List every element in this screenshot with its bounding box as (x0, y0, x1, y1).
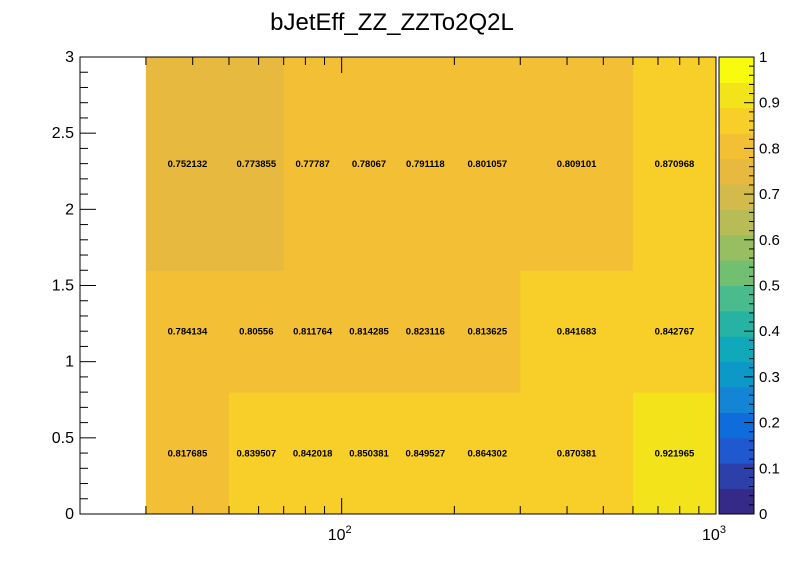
colorbar-tick-label: 0.8 (759, 140, 780, 157)
colorbar-segment (719, 209, 754, 236)
colorbar-tick-label: 1 (759, 49, 767, 66)
colorbar-segment (719, 310, 754, 337)
y-tick-label: 3 (65, 49, 74, 66)
y-tick-label: 2.5 (52, 125, 74, 142)
cell-value-label: 0.773855 (237, 159, 277, 170)
colorbar-segment (719, 488, 754, 515)
cell-value-label: 0.813625 (467, 327, 507, 338)
cell-value-label: 0.839507 (237, 449, 277, 460)
colorbar-segment (719, 412, 754, 439)
heatmap-cells (145, 57, 717, 515)
colorbar: 0 0.1 0.2 0.3 0.4 0.5 0.6 0.7 0.8 0.9 1 (718, 49, 780, 523)
heatmap-cell (396, 392, 455, 515)
heatmap-cell (632, 270, 717, 393)
colorbar-tick-label: 0.7 (759, 186, 780, 203)
heatmap-cell (228, 392, 285, 515)
colorbar-segment (719, 361, 754, 388)
cell-value-label: 0.811764 (293, 327, 333, 338)
colorbar-segment (719, 82, 754, 109)
y-tick-label: 0.5 (52, 430, 74, 447)
cell-value-label: 0.801057 (467, 159, 507, 170)
heatmap-cell (520, 57, 634, 271)
heatmap-cell (228, 270, 285, 393)
axis-ticks (79, 56, 717, 515)
y-tick-label: 1.5 (52, 278, 74, 295)
colorbar-tick-label: 0.9 (759, 95, 780, 112)
cell-value-label: 0.784134 (168, 327, 208, 338)
heatmap-cell (228, 57, 285, 271)
colorbar-tick-label: 0 (759, 506, 767, 523)
cell-value-label: 0.849527 (406, 449, 446, 460)
colorbar-segment (719, 158, 754, 185)
heatmap-cell (632, 57, 717, 271)
cell-value-label: 0.78067 (352, 159, 386, 170)
heatmap-cell (283, 57, 343, 271)
colorbar-segment (719, 183, 754, 210)
heatmap-cell (341, 57, 397, 271)
heatmap-cell (520, 392, 634, 515)
colorbar-segment (719, 437, 754, 464)
colorbar-segment (719, 387, 754, 413)
cell-value-label: 0.842018 (293, 449, 333, 460)
cell-value-label: 0.841683 (557, 327, 597, 338)
colorbar-tick-label: 0.6 (759, 232, 780, 249)
cell-value-label: 0.814285 (349, 327, 389, 338)
cell-value-label: 0.77787 (295, 159, 329, 170)
colorbar-segment (719, 57, 754, 83)
cell-value-label: 0.870968 (655, 159, 695, 170)
heatmap-cell (396, 270, 455, 393)
heatmap-cell (145, 270, 230, 393)
colorbar-tick-label: 0.5 (759, 278, 780, 295)
chart-title: bJetEff_ZZ_ZZTo2Q2L (270, 9, 514, 36)
x-tick-label: 102 (328, 524, 352, 544)
heatmap-cell (632, 392, 717, 515)
heatmap-cell (454, 57, 521, 271)
cell-value-label: 0.850381 (349, 449, 389, 460)
colorbar-segment (719, 234, 754, 261)
cell-value-label: 0.809101 (557, 159, 597, 170)
heatmap-cell (454, 270, 521, 393)
cell-value-label: 0.870381 (557, 449, 597, 460)
y-axis-tick-labels: 0 0.5 1 1.5 2 2.5 3 (52, 49, 74, 523)
heatmap-cell (145, 392, 230, 515)
cell-value-labels: 0.817685 0.839507 0.842018 0.850381 0.849527… (168, 159, 695, 459)
colorbar-segment (719, 336, 754, 363)
heatmap-cell (283, 392, 343, 515)
cell-value-label: 0.817685 (168, 449, 208, 460)
cell-value-label: 0.864302 (467, 449, 507, 460)
heatmap-cell (283, 270, 343, 393)
colorbar-segment (719, 463, 754, 490)
heatmap-cell (341, 392, 397, 515)
colorbar-tick-label: 0.4 (759, 323, 780, 340)
heatmap-cell (454, 392, 521, 515)
colorbar-tick-label: 0.2 (759, 415, 780, 432)
y-tick-label: 0 (65, 506, 74, 523)
heatmap-cell (396, 57, 455, 271)
colorbar-tick-label: 0.3 (759, 369, 780, 386)
colorbar-segment (719, 133, 754, 160)
cell-value-label: 0.80556 (239, 327, 273, 338)
y-tick-label: 2 (65, 201, 74, 218)
cell-value-label: 0.791118 (406, 159, 445, 170)
x-tick-label: 103 (702, 524, 726, 544)
x-axis-tick-labels: 102 103 (328, 524, 726, 544)
heatmap-cell (145, 57, 230, 271)
cell-value-label: 0.921965 (655, 449, 695, 460)
y-tick-label: 1 (65, 354, 74, 371)
cell-value-label: 0.842767 (655, 327, 695, 338)
heatmap-cell (520, 270, 634, 393)
colorbar-segment (719, 285, 754, 312)
colorbar-tick-label: 0.1 (759, 460, 780, 477)
heatmap-cell (341, 270, 397, 393)
cell-value-label: 0.752132 (168, 159, 208, 170)
colorbar-segment (719, 107, 754, 134)
cell-value-label: 0.823116 (406, 327, 445, 338)
colorbar-segment (719, 260, 754, 286)
